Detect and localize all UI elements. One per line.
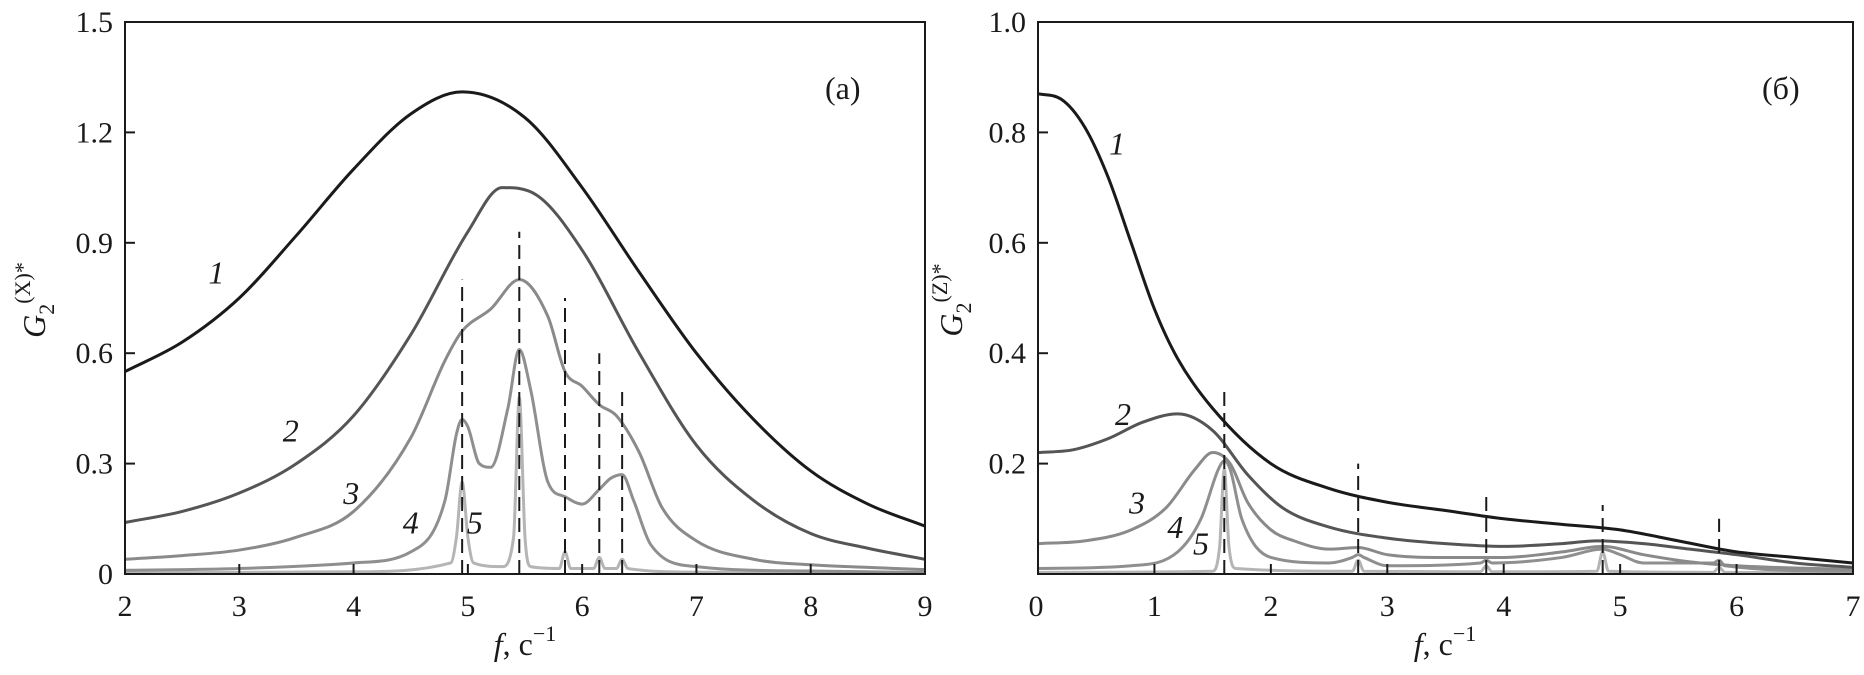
panel-a-marks: 1 2 3 4 5 bbox=[125, 90, 925, 574]
panel-b-frame bbox=[1037, 21, 1854, 575]
panel-b-y-tick-label-3: 0.8 bbox=[989, 116, 1027, 149]
panel-b-marks: 1 2 34 5 bbox=[1038, 92, 1853, 574]
panel-b-series-5-line bbox=[1038, 467, 1853, 574]
panel-b-curve-label-1: 1 bbox=[1109, 125, 1125, 161]
panel-a-y-tick-label-3: 0.9 bbox=[76, 227, 114, 260]
panel-a-y-tick-label-1: 0.3 bbox=[76, 448, 114, 481]
panel-b-curve-label-2: 2 bbox=[1115, 396, 1131, 432]
panel-b-y-sup: (Z)* bbox=[927, 263, 952, 302]
panel-a-y-tick-label-0: 0 bbox=[98, 558, 113, 591]
panel-a-x-tick-label-6: 8 bbox=[803, 590, 818, 623]
panel-b-x-tick-label-2: 2 bbox=[1263, 590, 1278, 623]
panel-b-series-1-line bbox=[1038, 92, 1853, 565]
panel-a-series-5-line bbox=[125, 395, 925, 574]
panel-b-series-4-line bbox=[1038, 459, 1853, 573]
panel-b-curve-label-3: 3 bbox=[1128, 484, 1145, 520]
panel-a-x-tick-label-1: 3 bbox=[232, 590, 247, 623]
panel-a-curve-label-4: 4 bbox=[403, 505, 419, 541]
panel-b-plot-area bbox=[1038, 92, 1853, 574]
panel-a-curve-label-1: 1 bbox=[208, 254, 224, 290]
panel-b-curve-label-4: 4 bbox=[1167, 509, 1183, 545]
panel-a-series-4-line bbox=[125, 348, 925, 574]
panel-b-y-tick-label-4: 1.0 bbox=[989, 6, 1027, 39]
panel-b-y-var: G bbox=[933, 313, 969, 336]
panel-b-x-tick-label-6: 6 bbox=[1729, 590, 1744, 623]
panel-b-x-axis-title: f, c−1 bbox=[1414, 621, 1477, 662]
panel-b-series-3-line bbox=[1038, 451, 1853, 572]
panel-b-label: (б) bbox=[1762, 70, 1800, 106]
panel-b-y-sub: 2 bbox=[951, 302, 976, 313]
panel-a-ticks: 2 3 4 5 6 7 8 9 0 0.3 0.6 0.9 1.2 1.5 bbox=[76, 6, 933, 623]
panel-a-series-1-line bbox=[125, 90, 925, 528]
panel-b-y-tick-label-0: 0.2 bbox=[989, 448, 1027, 481]
panel-a-x-tick-label-2: 4 bbox=[346, 590, 361, 623]
panel-b-y-axis-title: G2(Z)* bbox=[927, 263, 976, 336]
panel-a-y-tick-label-4: 1.2 bbox=[76, 116, 114, 149]
panel-a-x-unit: , c bbox=[503, 626, 533, 662]
panel-a-curve-label-5: 5 bbox=[467, 505, 483, 541]
panel-b-x-tick-label-5: 5 bbox=[1613, 590, 1628, 623]
panel-a-x-tick-label-3: 5 bbox=[460, 590, 475, 623]
panel-b-x-tick-label-4: 4 bbox=[1496, 590, 1511, 623]
panel-a-x-axis-title: f, c−1 bbox=[494, 621, 557, 662]
panel-a-frame bbox=[124, 21, 926, 575]
panel-b-ticks: 1 2 3 4 5 6 70.20.40.60.81.0 bbox=[989, 6, 1861, 623]
panel-a-series-3-line bbox=[125, 278, 925, 572]
panel-b-x-tick-label-1: 1 bbox=[1147, 590, 1162, 623]
panel-b-x-tick-label-3: 3 bbox=[1380, 590, 1395, 623]
panel-b-curve-label-5: 5 bbox=[1193, 526, 1209, 562]
panel-a-y-sup: (X)* bbox=[10, 262, 35, 304]
panel-a-y-sub: 2 bbox=[34, 304, 59, 315]
panel-a-x-tick-label-4: 6 bbox=[575, 590, 590, 623]
panel-a-plot-area bbox=[125, 90, 925, 574]
panel-b-x-unit: , c bbox=[1423, 626, 1453, 662]
panel-a-y-axis-title: G2(X)* bbox=[10, 262, 59, 338]
panel-b-x-tick-origin: 0 bbox=[1029, 590, 1044, 623]
panel-a-x-tick-label-5: 7 bbox=[689, 590, 704, 623]
panel-b-y-tick-label-2: 0.6 bbox=[989, 227, 1027, 260]
panel-a-label: (a) bbox=[825, 70, 861, 106]
panel-b-x-tick-label-7: 7 bbox=[1846, 590, 1861, 623]
panel-a-curve-label-3: 3 bbox=[342, 475, 359, 511]
panel-a-y-tick-label-2: 0.6 bbox=[76, 337, 114, 370]
panel-a: 1 2 3 4 5 2 3 4 5 6 7 8 9 0 0.3 0.6 0.9 1.2 1.5 (a) f, c−… bbox=[10, 6, 933, 662]
panel-a-y-tick-label-5: 1.5 bbox=[76, 6, 114, 39]
panel-a-series-2-line bbox=[125, 186, 925, 561]
panel-b-x-unit-exp: −1 bbox=[1453, 621, 1476, 646]
panel-b-y-tick-label-1: 0.4 bbox=[989, 337, 1027, 370]
panel-a-y-var: G bbox=[16, 315, 52, 338]
panel-b-series-2-line bbox=[1038, 412, 1853, 569]
panel-a-x-unit-exp: −1 bbox=[533, 621, 556, 646]
panel-a-curve-label-2: 2 bbox=[283, 413, 299, 449]
panel-a-x-tick-label-7: 9 bbox=[918, 590, 933, 623]
panel-a-x-tick-label-0: 2 bbox=[118, 590, 133, 623]
